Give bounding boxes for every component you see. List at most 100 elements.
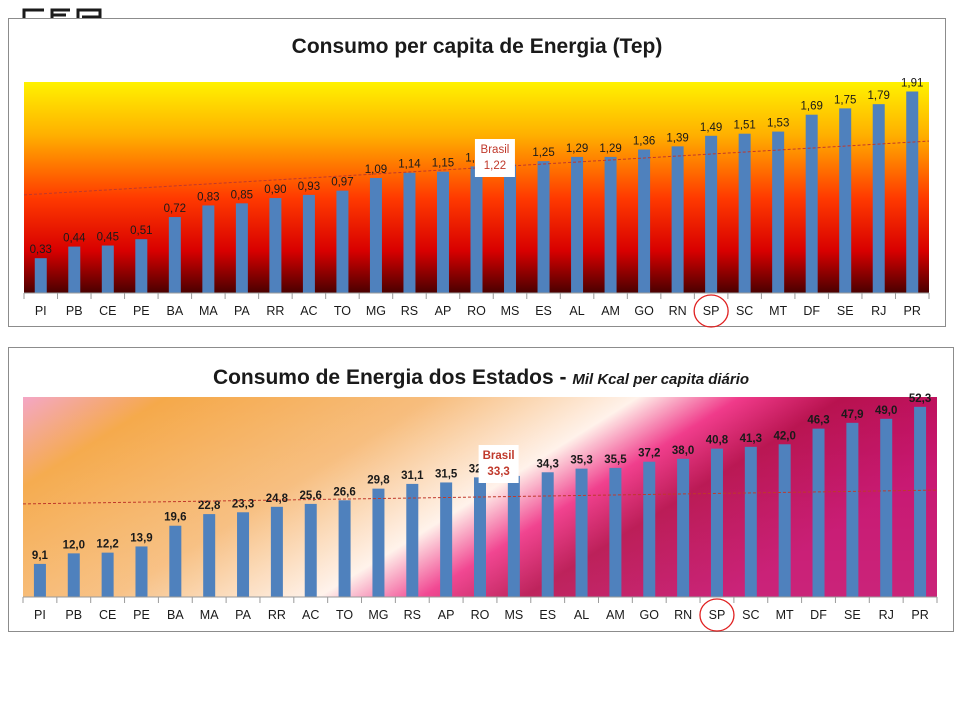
- x-tick-label: AM: [606, 608, 625, 622]
- bar: [604, 156, 617, 293]
- x-tick-label: PI: [35, 304, 47, 318]
- x-tick-label: AP: [435, 304, 452, 318]
- x-tick-label: RN: [674, 608, 692, 622]
- bar: [710, 448, 723, 597]
- bar: [33, 563, 46, 597]
- bar: [638, 149, 651, 293]
- chart-tep: 0,33 0,44 0,45 0,51 0,72 0,83 0,85 0,90 0,93 0,97…: [23, 77, 930, 328]
- bar: [168, 217, 181, 293]
- bar: [571, 156, 584, 293]
- chart-panel-tep: Consumo per capita de Energia (Tep) 0,33…: [8, 18, 946, 328]
- reference-label: Brasil: [483, 450, 515, 462]
- data-label: 1,51: [733, 120, 755, 132]
- data-label: 1,79: [868, 90, 890, 102]
- logo: [22, 8, 102, 20]
- x-tick-label: MS: [504, 608, 523, 622]
- x-tick-label: BA: [166, 304, 183, 318]
- bar: [812, 428, 825, 597]
- bar: [705, 135, 718, 293]
- x-tick-label: RS: [401, 304, 418, 318]
- data-label: 12,2: [96, 539, 118, 551]
- data-label: 0,90: [264, 184, 286, 196]
- data-label: 35,3: [570, 455, 592, 467]
- data-label: 38,0: [672, 445, 694, 457]
- x-tick-label: TO: [336, 608, 353, 622]
- x-tick-label: CE: [99, 608, 116, 622]
- x-tick-label: SP: [709, 608, 726, 622]
- x-tick-label: RR: [268, 608, 286, 622]
- data-label: 23,3: [232, 498, 254, 510]
- data-label: 26,6: [333, 486, 355, 498]
- data-label: 47,9: [841, 409, 863, 421]
- bar: [805, 114, 818, 293]
- x-tick-label: RR: [266, 304, 284, 318]
- x-tick-label: PA: [234, 304, 250, 318]
- bar: [202, 205, 215, 293]
- chart-title: Consumo per capita de Energia (Tep): [291, 35, 663, 58]
- x-tick-label: RJ: [879, 608, 894, 622]
- data-label: 49,0: [875, 405, 897, 417]
- x-tick-label: AC: [300, 304, 317, 318]
- chart-title: Consumo de Energia dos Estados - Mil Kca…: [212, 366, 750, 389]
- bar: [677, 458, 690, 597]
- x-tick-label: MS: [501, 304, 520, 318]
- data-label: 1,36: [633, 136, 655, 148]
- chart-panel-kcal: Consumo de Energia dos Estados - Mil Kca…: [8, 347, 954, 632]
- data-label: 1,91: [901, 77, 923, 89]
- bar: [537, 161, 550, 293]
- bar: [369, 178, 382, 293]
- x-tick-label: PA: [235, 608, 251, 622]
- x-tick-label: MG: [368, 608, 388, 622]
- x-tick-label: SC: [736, 304, 753, 318]
- bar: [671, 146, 684, 293]
- x-tick-label: GO: [634, 304, 654, 318]
- bar: [101, 245, 114, 293]
- bar: [609, 467, 622, 597]
- reference-value: 33,3: [487, 466, 509, 478]
- x-tick-label: PE: [133, 608, 150, 622]
- highlight-ring: [693, 294, 729, 328]
- x-tick-label: RJ: [871, 304, 886, 318]
- bar: [436, 171, 449, 293]
- x-tick-label: AP: [438, 608, 455, 622]
- data-label: 1,39: [666, 132, 688, 144]
- data-label: 1,53: [767, 118, 789, 130]
- data-label: 34,3: [537, 458, 559, 470]
- x-tick-label: PR: [904, 304, 921, 318]
- bar: [68, 246, 81, 293]
- data-label: 1,49: [700, 122, 722, 134]
- bar: [778, 444, 791, 597]
- data-label: 42,0: [773, 430, 795, 442]
- bar: [872, 104, 885, 293]
- data-label: 22,8: [198, 500, 221, 512]
- x-tick-label: MA: [199, 304, 218, 318]
- x-tick-label: AC: [302, 608, 319, 622]
- x-tick-label: GO: [640, 608, 660, 622]
- bar: [846, 422, 859, 597]
- data-label: 40,8: [706, 435, 729, 447]
- bar: [575, 468, 588, 597]
- data-label: 1,29: [599, 143, 621, 155]
- bar: [403, 172, 416, 293]
- x-tick-label: RO: [467, 304, 486, 318]
- data-label: 0,72: [164, 203, 186, 215]
- bar: [738, 133, 751, 293]
- data-label: 0,93: [298, 181, 320, 193]
- bar: [169, 525, 182, 597]
- data-label: 1,29: [566, 143, 588, 155]
- x-tick-label: SP: [703, 304, 720, 318]
- bar: [914, 406, 927, 597]
- x-tick-label: BA: [167, 608, 184, 622]
- data-label: 1,09: [365, 164, 387, 176]
- data-label: 0,51: [130, 225, 152, 237]
- data-label: 9,1: [32, 550, 49, 562]
- bar: [269, 198, 282, 293]
- x-tick-label: ES: [535, 304, 552, 318]
- bar: [406, 483, 419, 597]
- x-tick-label: PE: [133, 304, 150, 318]
- x-tick-label: PB: [65, 608, 82, 622]
- data-label: 31,5: [435, 468, 458, 480]
- bar: [270, 506, 283, 597]
- data-label: 1,14: [398, 159, 421, 171]
- x-tick-label: PR: [911, 608, 928, 622]
